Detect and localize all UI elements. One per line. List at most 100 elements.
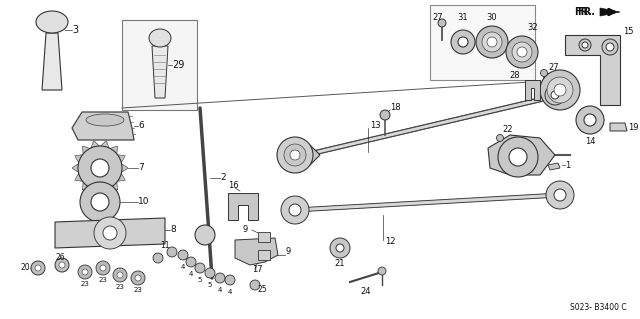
Circle shape bbox=[476, 26, 508, 58]
Text: FR.: FR. bbox=[574, 7, 592, 17]
Circle shape bbox=[287, 147, 303, 163]
Text: 5: 5 bbox=[198, 277, 202, 283]
Bar bbox=[258, 250, 270, 260]
Polygon shape bbox=[72, 164, 79, 172]
Circle shape bbox=[215, 273, 225, 283]
Circle shape bbox=[103, 226, 117, 240]
Circle shape bbox=[250, 280, 260, 290]
Text: 2: 2 bbox=[220, 174, 226, 182]
Text: 13: 13 bbox=[370, 121, 381, 130]
Text: 30: 30 bbox=[486, 13, 497, 23]
Circle shape bbox=[546, 181, 574, 209]
Text: 10: 10 bbox=[138, 197, 150, 206]
Text: 17: 17 bbox=[252, 265, 262, 275]
Text: 18: 18 bbox=[390, 103, 401, 113]
Circle shape bbox=[506, 36, 538, 68]
Polygon shape bbox=[55, 218, 165, 248]
Ellipse shape bbox=[36, 11, 68, 33]
Polygon shape bbox=[488, 135, 555, 175]
Polygon shape bbox=[280, 145, 320, 165]
Circle shape bbox=[509, 148, 527, 166]
Circle shape bbox=[289, 204, 301, 216]
Text: 9: 9 bbox=[243, 226, 248, 234]
Polygon shape bbox=[110, 182, 118, 190]
Circle shape bbox=[59, 262, 65, 268]
Text: S023- B3400 C: S023- B3400 C bbox=[570, 303, 627, 313]
Circle shape bbox=[330, 238, 350, 258]
Text: 32: 32 bbox=[527, 24, 538, 33]
Text: 29: 29 bbox=[172, 60, 184, 70]
Polygon shape bbox=[600, 8, 620, 16]
Polygon shape bbox=[118, 174, 125, 181]
Text: 9: 9 bbox=[285, 248, 291, 256]
Circle shape bbox=[487, 37, 497, 47]
Circle shape bbox=[117, 272, 123, 278]
Circle shape bbox=[178, 250, 188, 260]
Polygon shape bbox=[305, 93, 560, 157]
Text: 8: 8 bbox=[170, 226, 176, 234]
Text: 27: 27 bbox=[433, 12, 444, 21]
Circle shape bbox=[551, 91, 559, 99]
Circle shape bbox=[380, 110, 390, 120]
Text: 5: 5 bbox=[208, 282, 212, 288]
Circle shape bbox=[497, 135, 504, 142]
Circle shape bbox=[277, 137, 313, 173]
Text: 24: 24 bbox=[360, 287, 371, 296]
Circle shape bbox=[378, 267, 386, 275]
Text: 4: 4 bbox=[228, 289, 232, 295]
Polygon shape bbox=[152, 46, 168, 98]
Ellipse shape bbox=[86, 114, 124, 126]
Text: 15: 15 bbox=[623, 27, 634, 36]
Circle shape bbox=[451, 30, 475, 54]
Polygon shape bbox=[100, 188, 109, 195]
Circle shape bbox=[458, 37, 468, 47]
Text: 4: 4 bbox=[218, 287, 222, 293]
Circle shape bbox=[195, 263, 205, 273]
Polygon shape bbox=[100, 141, 109, 148]
Text: 23: 23 bbox=[81, 281, 90, 287]
Circle shape bbox=[515, 45, 529, 59]
Circle shape bbox=[584, 114, 596, 126]
Text: 11: 11 bbox=[160, 241, 170, 250]
Text: 6: 6 bbox=[138, 122, 144, 130]
Circle shape bbox=[517, 47, 527, 57]
Circle shape bbox=[606, 43, 614, 51]
Bar bbox=[122, 20, 197, 110]
Text: 23: 23 bbox=[99, 277, 108, 283]
Circle shape bbox=[96, 261, 110, 275]
Circle shape bbox=[576, 106, 604, 134]
Circle shape bbox=[498, 137, 538, 177]
Text: 12: 12 bbox=[385, 238, 396, 247]
Polygon shape bbox=[548, 163, 560, 170]
Polygon shape bbox=[118, 155, 125, 163]
Circle shape bbox=[582, 42, 588, 48]
Circle shape bbox=[512, 42, 532, 62]
Circle shape bbox=[55, 258, 69, 272]
Circle shape bbox=[82, 269, 88, 275]
Text: 3: 3 bbox=[72, 25, 78, 35]
Bar bbox=[258, 232, 270, 242]
Polygon shape bbox=[235, 238, 278, 265]
Circle shape bbox=[579, 39, 591, 51]
Text: 23: 23 bbox=[134, 287, 143, 293]
Polygon shape bbox=[295, 193, 560, 212]
Circle shape bbox=[602, 39, 618, 55]
Circle shape bbox=[284, 144, 306, 166]
Circle shape bbox=[135, 275, 141, 281]
Polygon shape bbox=[610, 123, 627, 131]
Circle shape bbox=[485, 35, 499, 49]
Polygon shape bbox=[525, 80, 540, 100]
Text: 14: 14 bbox=[585, 137, 595, 146]
Polygon shape bbox=[91, 141, 99, 148]
Circle shape bbox=[80, 182, 120, 222]
Circle shape bbox=[547, 77, 573, 103]
Circle shape bbox=[186, 257, 196, 267]
Polygon shape bbox=[122, 164, 128, 172]
Text: 31: 31 bbox=[458, 13, 468, 23]
Text: 28: 28 bbox=[509, 71, 520, 80]
Circle shape bbox=[225, 275, 235, 285]
Text: 16: 16 bbox=[228, 182, 239, 190]
Circle shape bbox=[195, 225, 215, 245]
Polygon shape bbox=[72, 112, 134, 140]
Circle shape bbox=[100, 265, 106, 271]
